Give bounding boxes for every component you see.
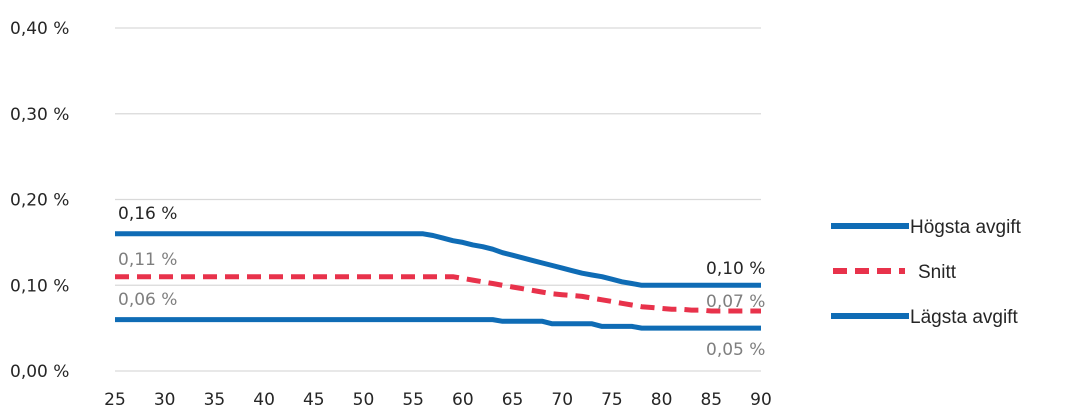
x-tick-label: 40 xyxy=(253,390,275,410)
x-tick-label: 35 xyxy=(204,390,226,410)
x-tick-label: 25 xyxy=(104,390,126,410)
x-tick-label: 50 xyxy=(353,390,375,410)
data-labels: 0,16 % 0,11 % 0,06 % 0,10 % 0,07 % 0,05 … xyxy=(118,204,765,360)
y-tick-label: 0,40 % xyxy=(10,19,69,39)
series-line-low xyxy=(115,317,761,331)
x-tick-label: 75 xyxy=(601,390,623,410)
data-label-avg-end: 0,07 % xyxy=(706,292,765,312)
data-label-high-end: 0,10 % xyxy=(706,259,765,279)
y-tick-label: 0,00 % xyxy=(10,362,69,382)
x-tick-label: 80 xyxy=(651,390,673,410)
x-tick-label: 70 xyxy=(551,390,573,410)
data-label-low-start: 0,06 % xyxy=(118,290,177,310)
legend: Högsta avgift Snitt Lägsta avgift xyxy=(831,217,1022,328)
x-tick-label: 90 xyxy=(750,390,772,410)
legend-label-avg: Snitt xyxy=(918,262,957,283)
x-tick-label: 60 xyxy=(452,390,474,410)
legend-label-low: Lägsta avgift xyxy=(910,307,1018,328)
x-tick-label: 65 xyxy=(502,390,524,410)
series-line-avg xyxy=(115,274,761,314)
series-lines xyxy=(115,231,761,331)
x-tick-label: 85 xyxy=(700,390,722,410)
x-tick-label: 30 xyxy=(154,390,176,410)
series-line-high xyxy=(115,231,761,288)
legend-label-high: Högsta avgift xyxy=(910,217,1022,238)
x-tick-label: 45 xyxy=(303,390,325,410)
data-label-avg-start: 0,11 % xyxy=(118,250,177,270)
y-tick-label: 0,30 % xyxy=(10,105,69,125)
x-tick-label: 55 xyxy=(402,390,424,410)
y-axis-ticks: 0,00 % 0,10 % 0,20 % 0,30 % 0,40 % xyxy=(10,19,69,382)
x-axis-ticks: 25 30 35 40 45 50 55 60 65 70 75 80 85 90 xyxy=(104,390,772,410)
y-tick-label: 0,10 % xyxy=(10,276,69,296)
data-label-high-start: 0,16 % xyxy=(118,204,177,224)
y-tick-label: 0,20 % xyxy=(10,191,69,211)
data-label-low-end: 0,05 % xyxy=(706,340,765,360)
